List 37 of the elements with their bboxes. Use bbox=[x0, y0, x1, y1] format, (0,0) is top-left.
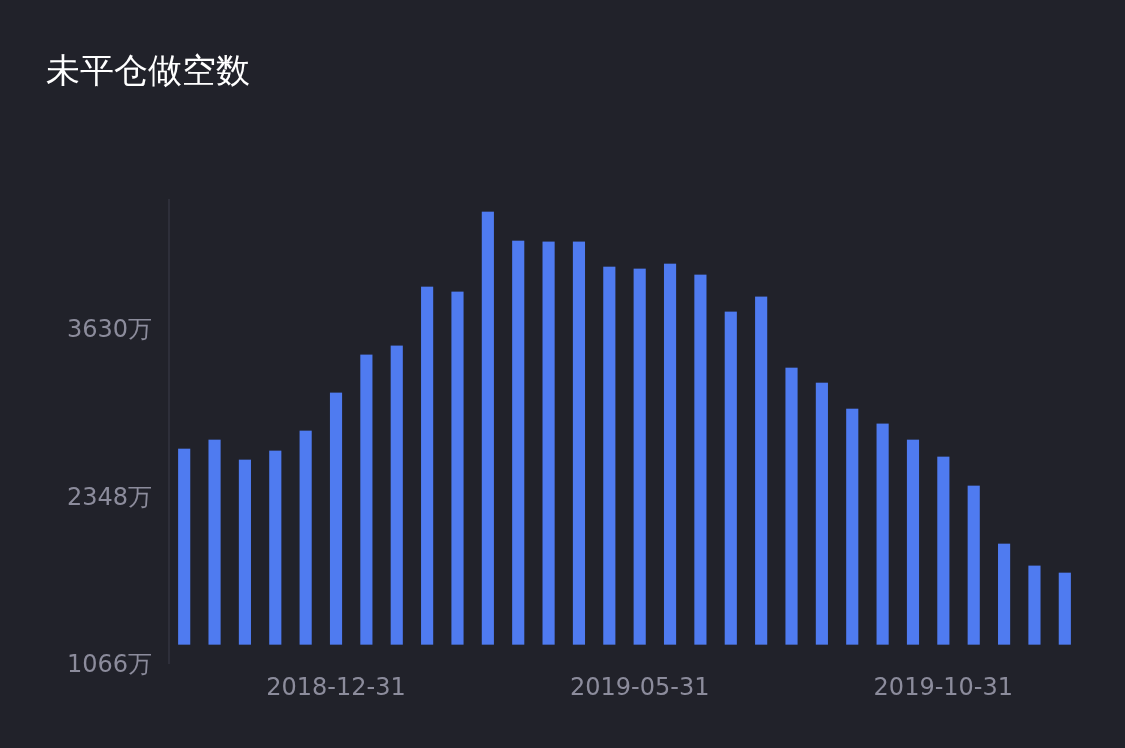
bar bbox=[846, 408, 859, 645]
x-tick-label: 2019-10-31 bbox=[873, 673, 1014, 701]
bar bbox=[208, 439, 221, 645]
bar bbox=[421, 286, 434, 645]
bar bbox=[633, 268, 646, 645]
bar bbox=[269, 450, 282, 645]
bar bbox=[815, 382, 828, 645]
bar bbox=[512, 240, 525, 645]
bar bbox=[299, 430, 312, 645]
bar bbox=[724, 311, 737, 645]
bar bbox=[329, 392, 343, 645]
bar bbox=[451, 291, 464, 645]
bar bbox=[663, 263, 677, 645]
bar bbox=[178, 448, 191, 645]
y-tick-label: 3630万 bbox=[66, 315, 152, 344]
bar bbox=[542, 241, 555, 645]
bar bbox=[967, 485, 980, 645]
bar bbox=[785, 367, 798, 645]
x-tick-label: 2019-05-31 bbox=[569, 673, 710, 701]
bar bbox=[481, 211, 494, 645]
bar bbox=[998, 543, 1011, 645]
bar bbox=[755, 296, 768, 645]
bar bbox=[906, 439, 920, 645]
bar bbox=[572, 241, 586, 645]
bar bbox=[1028, 565, 1041, 645]
y-tick-label: 1066万 bbox=[66, 650, 152, 679]
bar bbox=[937, 456, 950, 645]
bar bbox=[238, 459, 251, 645]
bar bbox=[603, 266, 616, 645]
x-tick-label: 2018-12-31 bbox=[266, 673, 406, 701]
bar bbox=[1058, 572, 1071, 645]
chart-title: 未平仓做空数 bbox=[46, 50, 250, 90]
bar bbox=[390, 345, 403, 645]
bar bbox=[694, 274, 707, 645]
y-tick-label: 2348万 bbox=[66, 482, 152, 511]
bar bbox=[360, 354, 373, 645]
bar bbox=[876, 423, 889, 645]
